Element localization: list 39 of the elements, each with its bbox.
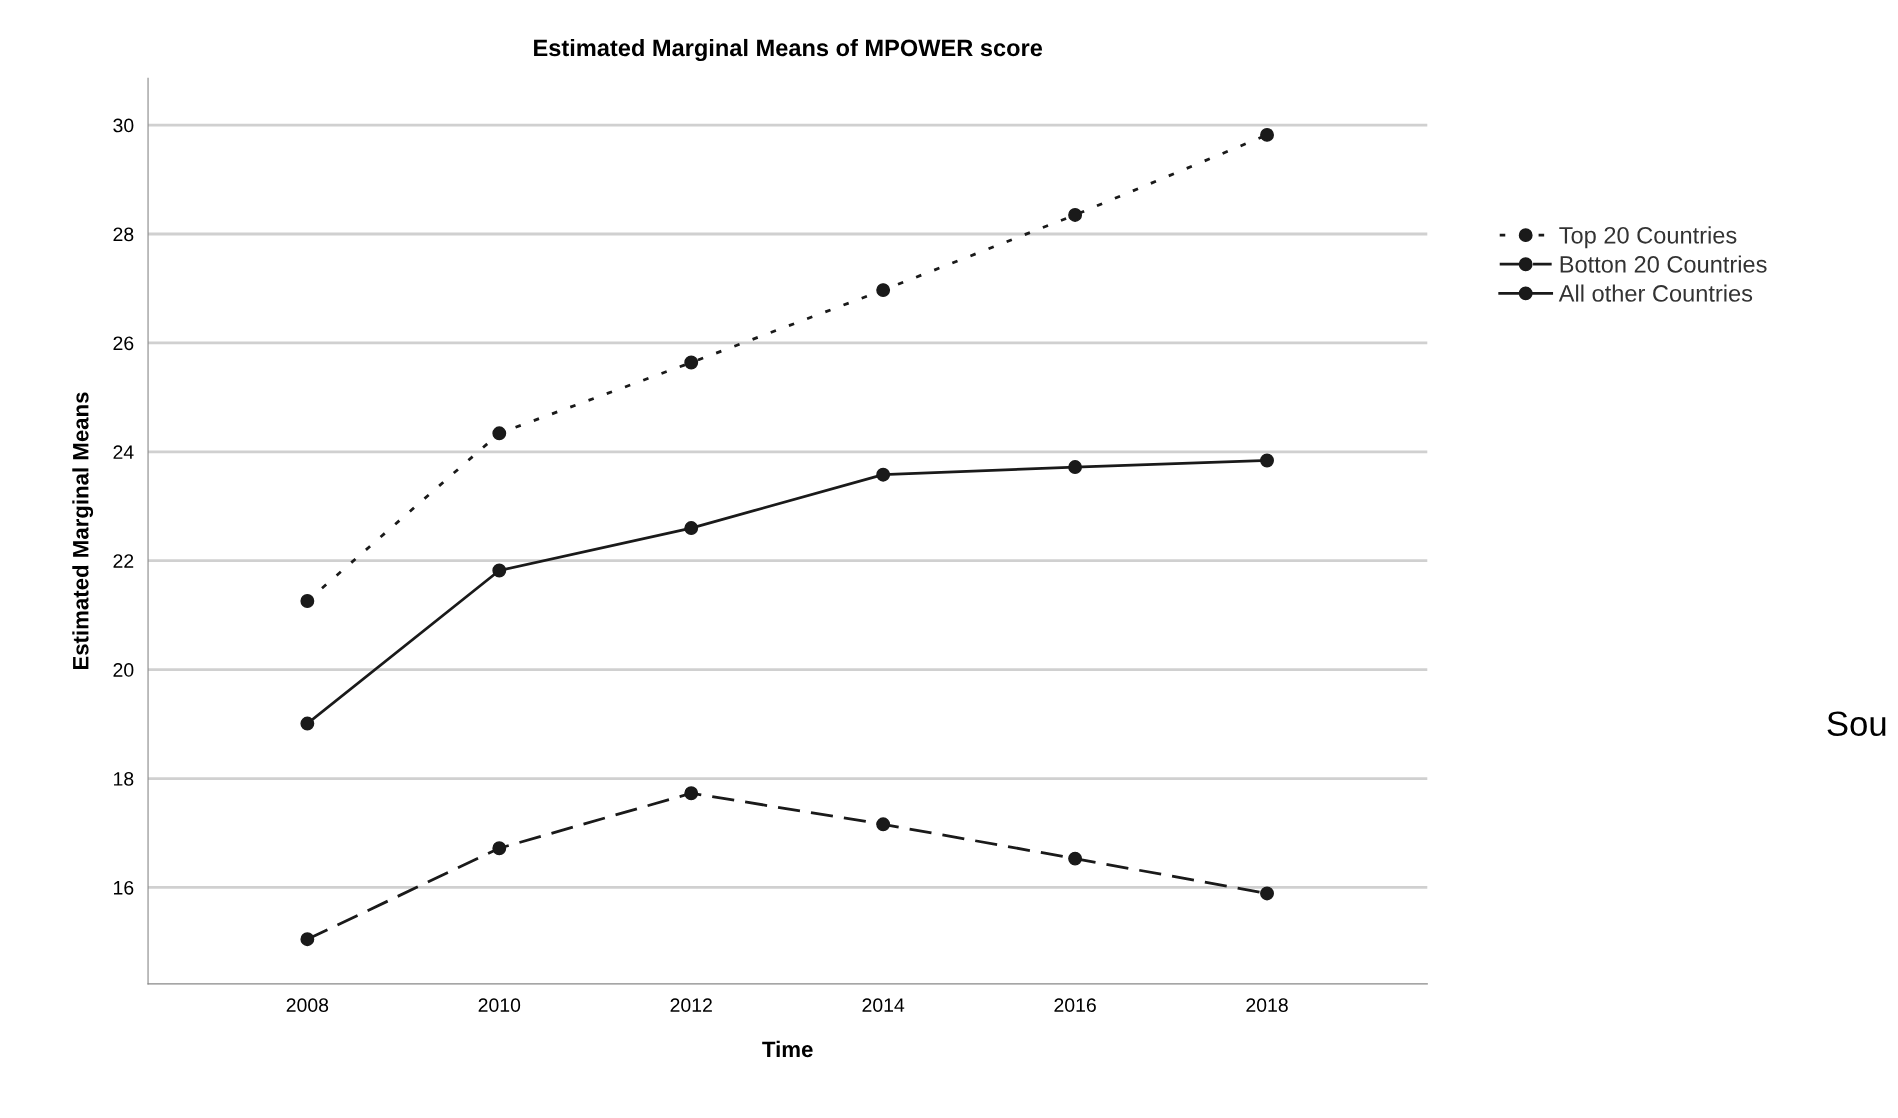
x-tick-label: 2010	[478, 998, 521, 1013]
chart-title: Estimated Marginal Means of MPOWER score	[534, 38, 1043, 62]
point	[1068, 207, 1083, 222]
y-tick-label: 20	[113, 663, 134, 677]
point	[876, 817, 891, 832]
x-tick-label: 2018	[1246, 998, 1288, 1013]
point	[300, 594, 315, 608]
y-tick-label: 18	[114, 772, 134, 786]
point	[1260, 886, 1274, 901]
point	[492, 841, 507, 856]
y-tick-label: 22	[113, 554, 134, 568]
point	[876, 283, 891, 298]
point	[492, 426, 507, 441]
text: Sou	[1827, 711, 1886, 737]
point	[300, 932, 315, 947]
x-tick-label: 2008	[286, 998, 329, 1013]
legend-label: Top 20 Countries	[1559, 226, 1737, 249]
x-tick-label: 2012	[670, 998, 712, 1013]
y-axis-title: Estimated Marginal Means	[72, 392, 94, 670]
point	[1260, 453, 1274, 468]
y-tick-label: 30	[113, 118, 134, 133]
y-tick-label: 28	[113, 227, 134, 242]
point	[300, 716, 315, 731]
x-tick-label: 2014	[862, 998, 905, 1013]
legend-label: Botton 20 Countries	[1560, 255, 1767, 273]
point	[684, 786, 699, 801]
point	[1068, 460, 1083, 475]
point	[876, 467, 891, 482]
x-axis-title: Time	[762, 1040, 813, 1058]
y-tick-label: 16	[114, 880, 134, 895]
point	[1260, 127, 1274, 142]
point	[1068, 851, 1083, 866]
y-tick-label: 24	[113, 445, 134, 459]
point	[684, 521, 699, 536]
x-tick-label: 2016	[1054, 998, 1096, 1013]
point	[684, 355, 699, 370]
point	[492, 563, 507, 578]
y-tick-label: 26	[113, 336, 134, 351]
legend-label: All other Countries	[1558, 284, 1753, 302]
